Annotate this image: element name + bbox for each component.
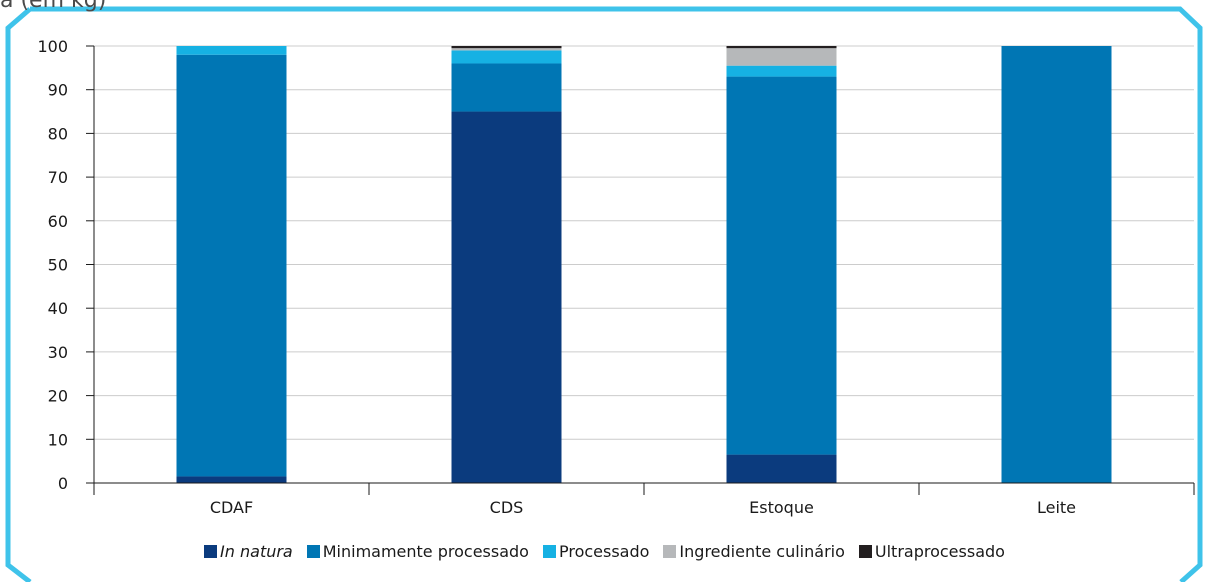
y-tick-label: 50 (48, 256, 68, 275)
bar-segment (726, 76, 837, 455)
bar-segment (451, 50, 562, 64)
bar-segment (176, 54, 287, 477)
y-tick-label: 90 (48, 81, 68, 100)
bar-segment (451, 48, 562, 51)
bar-segment (726, 46, 837, 49)
bars (176, 46, 1112, 484)
legend-item: Ultraprocessado (858, 541, 1005, 561)
legend-item: In natura (204, 542, 293, 561)
y-tick-label: 60 (48, 212, 68, 231)
x-tick-label: CDAF (210, 498, 253, 517)
frame-border (5, 6, 1203, 582)
bar-segment (1001, 46, 1112, 483)
x-tick-label: CDS (490, 498, 524, 517)
x-tick-label: Leite (1037, 498, 1076, 517)
bar-segment (726, 454, 837, 483)
y-tick-label: 10 (48, 430, 68, 449)
legend: In natura Minimamente processado Processad… (0, 540, 1209, 562)
caption-fragment: a (em kg) (0, 0, 107, 13)
legend-label: Minimamente processado (322, 541, 529, 561)
y-tick-label: 20 (48, 387, 68, 406)
legend-swatch (306, 544, 320, 558)
legend-item: Processado (542, 541, 650, 561)
y-tick-label: 80 (48, 124, 68, 143)
bar-segment (451, 63, 562, 112)
bar-segment (176, 46, 287, 55)
legend-item: Ingrediente culinário (663, 541, 845, 561)
y-tick-label: 0 (58, 474, 68, 493)
legend-label: Processado (558, 541, 650, 561)
y-tick-label: 100 (37, 37, 68, 56)
y-tick-label: 70 (48, 168, 68, 187)
bar-segment (451, 46, 562, 49)
legend-label: Ultraprocessado (874, 541, 1005, 561)
legend-swatch (204, 544, 218, 558)
bar-segment (726, 48, 837, 66)
legend-item: Minimamente processado (306, 541, 529, 561)
legend-swatch (663, 544, 677, 558)
legend-swatch (858, 544, 872, 558)
legend-label: Ingrediente culinário (679, 541, 845, 561)
bar-segment (726, 65, 837, 77)
bar-segment (176, 476, 287, 483)
bar-segment (451, 111, 562, 484)
legend-label: In natura (220, 541, 293, 561)
legend-swatch (542, 544, 556, 558)
x-tick-label: Estoque (749, 498, 814, 517)
y-tick-label: 40 (48, 299, 68, 318)
y-tick-label: 30 (48, 343, 68, 362)
axes: 0 10 20 30 40 50 60 70 80 90 100 CDAF CDS Estoque Leit… (37, 37, 1195, 517)
